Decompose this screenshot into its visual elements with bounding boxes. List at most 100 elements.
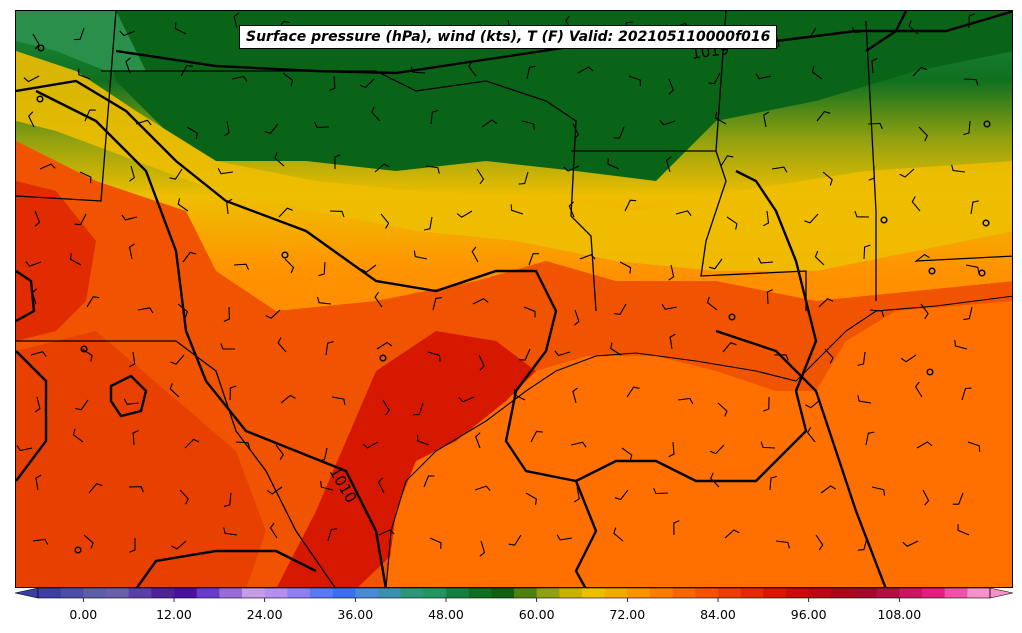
colorbar-segment bbox=[287, 588, 311, 598]
wind-barb bbox=[380, 213, 390, 229]
wind-barb bbox=[530, 430, 543, 443]
wind-barb bbox=[854, 211, 870, 218]
wind-barb bbox=[805, 399, 821, 409]
wind-barb bbox=[868, 165, 875, 181]
wind-barb bbox=[857, 351, 866, 366]
wind-barb bbox=[528, 253, 540, 266]
map-title: Surface pressure (hPa), wind (kts), T (F… bbox=[239, 25, 778, 49]
colorbar-segment bbox=[763, 588, 787, 598]
wind-barb bbox=[361, 264, 377, 273]
wind-barb bbox=[918, 126, 928, 142]
wind-barb bbox=[709, 444, 725, 455]
wind-barb bbox=[182, 251, 197, 263]
wind-barb bbox=[851, 26, 868, 34]
cool-region bbox=[96, 11, 1012, 181]
wind-barb bbox=[468, 61, 477, 77]
wind-barb bbox=[613, 126, 625, 139]
wind-barb bbox=[659, 119, 676, 126]
wind-barb bbox=[714, 112, 727, 125]
wind-barb bbox=[471, 246, 479, 263]
wind-barb bbox=[820, 485, 837, 494]
wind-barb bbox=[773, 354, 789, 361]
wind-barb bbox=[327, 528, 338, 542]
colorbar-tick-label: 108.00 bbox=[877, 607, 922, 622]
wind-barb bbox=[476, 168, 485, 185]
wind-barb bbox=[970, 200, 979, 215]
wind-barb bbox=[572, 387, 579, 404]
wind-barb bbox=[74, 27, 85, 41]
colorbar-segment bbox=[876, 588, 900, 598]
wind-barb bbox=[277, 337, 287, 353]
wind-barb bbox=[382, 399, 390, 416]
wind-barb bbox=[867, 122, 883, 130]
wind-barb bbox=[518, 171, 529, 185]
wind-barb bbox=[32, 33, 40, 50]
wind-barb bbox=[417, 434, 430, 446]
wind-barb bbox=[169, 382, 180, 398]
wind-barb bbox=[568, 201, 575, 218]
wind-barb bbox=[717, 402, 728, 417]
wind-barb bbox=[169, 168, 183, 180]
colorbar-segment bbox=[491, 588, 515, 598]
map-panel: 1019 1010 Surface pressure (hPa), wind (… bbox=[15, 10, 1013, 588]
wind-barb bbox=[223, 492, 232, 508]
wind-barb bbox=[510, 204, 524, 215]
colorbar-segment bbox=[582, 588, 606, 598]
wind-barb bbox=[526, 65, 536, 80]
wind-barb bbox=[81, 348, 93, 362]
wind-barb bbox=[177, 198, 189, 212]
wind-barb bbox=[278, 207, 294, 218]
wind-barb bbox=[911, 196, 921, 212]
wind-barb bbox=[220, 343, 235, 350]
wind-barb bbox=[961, 387, 972, 401]
wind-barb bbox=[804, 213, 819, 224]
wind-barb bbox=[423, 216, 433, 231]
colorbar-segment bbox=[151, 588, 175, 598]
wind-barb bbox=[16, 445, 33, 452]
colorbar-segment bbox=[264, 588, 288, 598]
gulf-of-mexico bbox=[386, 301, 1012, 587]
wind-barb bbox=[806, 427, 816, 443]
wind-barb bbox=[755, 73, 772, 80]
wind-barb bbox=[427, 351, 441, 362]
wind-barb bbox=[170, 354, 185, 365]
wind-barb bbox=[708, 258, 723, 270]
wind-barb bbox=[226, 198, 233, 215]
wind-barb bbox=[69, 253, 82, 266]
wind-barb bbox=[481, 119, 498, 128]
colorbar-segment bbox=[60, 588, 84, 598]
wind-barb bbox=[668, 441, 675, 458]
wind-barb bbox=[954, 339, 968, 350]
wind-barb bbox=[775, 540, 790, 549]
wind-barb bbox=[863, 244, 871, 260]
wind-barb bbox=[607, 158, 620, 170]
wind-barb bbox=[957, 524, 970, 536]
colorbar-segment bbox=[536, 588, 560, 598]
wind-barb bbox=[318, 261, 326, 277]
wind-barb bbox=[233, 12, 240, 29]
wind-barb bbox=[726, 216, 738, 230]
wind-barb bbox=[908, 20, 919, 35]
wind-barb bbox=[223, 306, 230, 322]
wind-barb bbox=[579, 254, 596, 260]
wind-barb bbox=[35, 474, 42, 491]
wind-barb bbox=[920, 303, 929, 320]
colorbar-segment bbox=[559, 588, 583, 598]
colorbar-segment bbox=[808, 588, 832, 598]
wind-barb bbox=[677, 397, 694, 405]
wind-barb bbox=[479, 540, 486, 557]
wind-barb bbox=[413, 402, 424, 416]
wind-barb bbox=[508, 534, 522, 546]
colorbar-segment bbox=[854, 588, 878, 598]
wind-barb bbox=[376, 341, 393, 350]
wind-barb bbox=[78, 68, 91, 80]
wind-barb bbox=[523, 306, 536, 318]
colorbar-tick-label: 12.00 bbox=[156, 607, 192, 622]
wind-barb bbox=[430, 109, 439, 125]
wind-barb bbox=[129, 538, 136, 553]
station-markers bbox=[36, 44, 991, 554]
coastline bbox=[385, 295, 1012, 587]
wind-barb bbox=[668, 264, 675, 281]
wind-barb bbox=[30, 351, 47, 357]
wind-barb bbox=[869, 309, 885, 317]
